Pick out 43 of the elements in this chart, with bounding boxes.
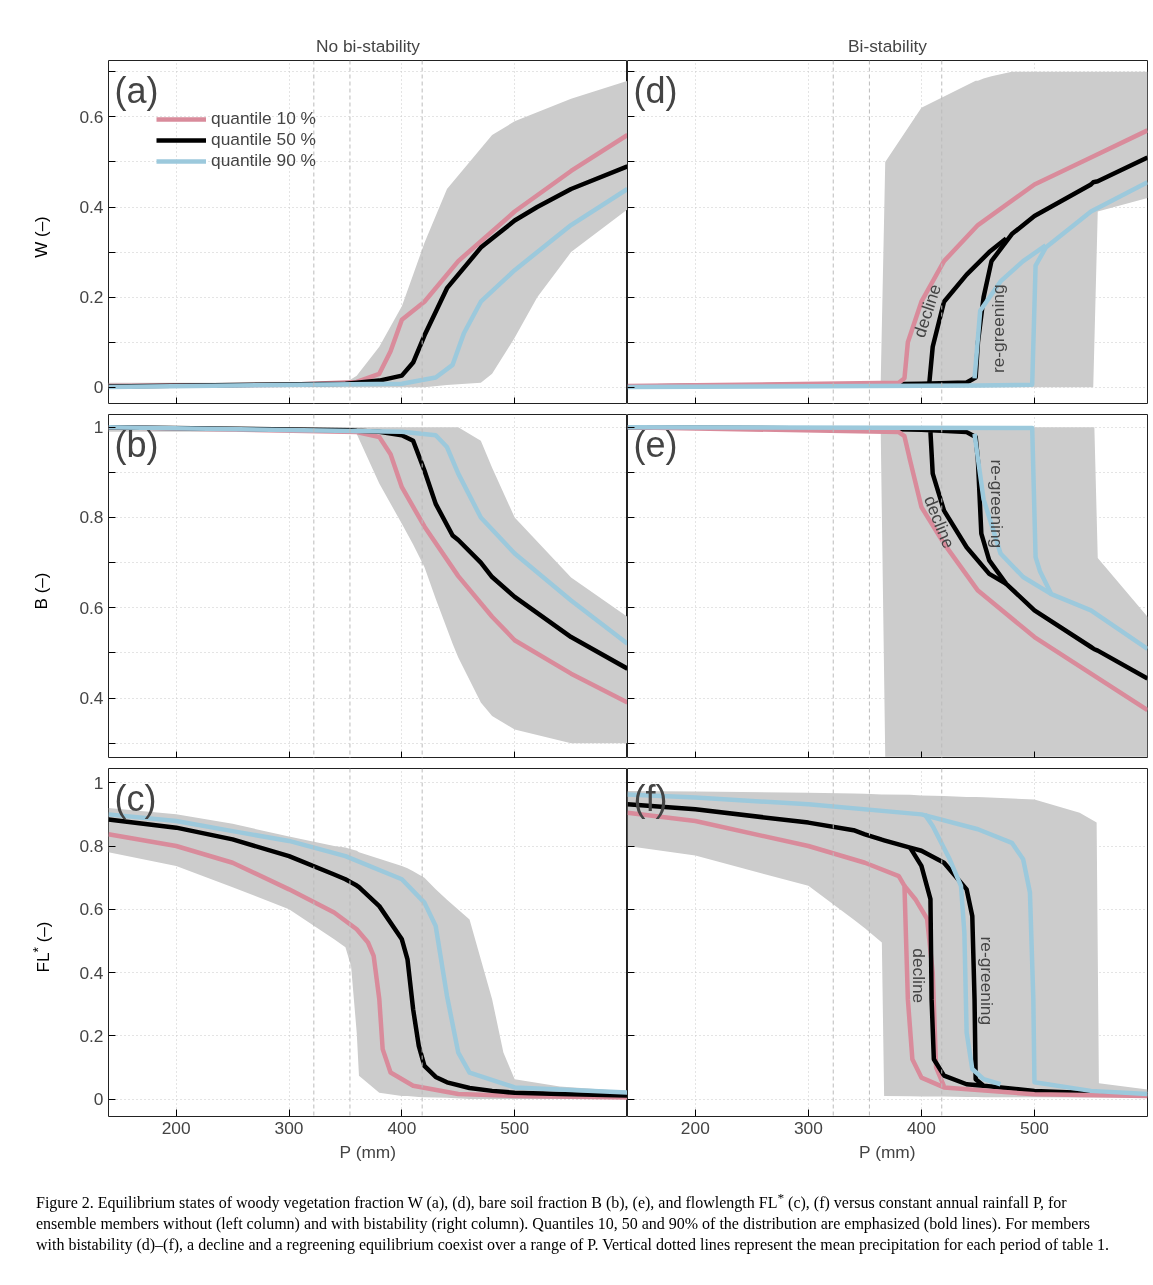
annotation: (e) <box>633 423 678 465</box>
annotation: re-greening <box>987 459 1008 549</box>
y-tick-label: 0 <box>93 377 104 398</box>
legend-label: quantile 10 % <box>211 108 317 129</box>
annotation: (a) <box>114 69 159 111</box>
annotation: (d) <box>633 69 678 111</box>
legend-label: quantile 50 % <box>211 129 317 150</box>
x-tick-label: 200 <box>161 1117 191 1138</box>
x-tick-label: 400 <box>387 1117 417 1138</box>
y-tick-label: 0.6 <box>79 597 104 618</box>
y-tick-label: 0.4 <box>79 688 104 709</box>
annotation: decline <box>909 948 930 1004</box>
y-tick-label: 0.8 <box>79 836 104 857</box>
chart-title: Bi-stability <box>848 35 928 56</box>
chart-title: No bi-stability <box>316 35 421 56</box>
y-axis-title: W (–) <box>30 216 52 258</box>
x-tick-label: 300 <box>793 1117 823 1138</box>
annotation: (c) <box>114 777 157 819</box>
y-tick-label: 1 <box>93 417 104 438</box>
y-tick-label: 0 <box>93 1089 104 1110</box>
legend-label: quantile 90 % <box>211 150 317 171</box>
annotation: decline <box>919 492 960 552</box>
x-axis-title: P (mm) <box>859 1141 916 1162</box>
annotation: re-greening <box>988 284 1009 374</box>
x-tick-label: 300 <box>274 1117 304 1138</box>
x-tick-label: 400 <box>906 1117 936 1138</box>
y-axis-title: B (–) <box>30 572 52 610</box>
y-tick-label: 1 <box>93 772 104 793</box>
y-tick-label: 0.6 <box>79 899 104 920</box>
x-tick-label: 500 <box>1020 1117 1049 1138</box>
caption: Figure 2. Equilibrium states of woody vegetation fraction W (a), (d), bare soil fraction B (b), (e), and flowlength FL$^{*}$ (c), (f) versus constant annual rainfall P, for ensemble members without (left column) and with bistability (right column). Quantiles 10, 50 and 90% of the distribution are emphasized (bold lines). For members with bistability (d)–(f), a decline and a regreening equilibrium coexist over a range of P. Vertical dotted lines represent the mean precipitation for each period of table 1. <box>36 1189 1111 1256</box>
annotation: (b) <box>114 423 159 465</box>
x-tick-label: 200 <box>680 1117 710 1138</box>
x-tick-label: 500 <box>500 1117 530 1138</box>
x-axis-title: P (mm) <box>339 1141 397 1162</box>
y-tick-label: 0.6 <box>79 106 104 127</box>
y-tick-label: 0.2 <box>79 1025 104 1046</box>
y-tick-label: 0.2 <box>79 287 104 308</box>
y-tick-label: 0.4 <box>79 197 104 218</box>
annotation: decline <box>909 281 946 340</box>
y-tick-label: 0.8 <box>79 507 104 528</box>
y-tick-label: 0.4 <box>79 962 104 983</box>
annotation: re-greening <box>976 936 997 1026</box>
